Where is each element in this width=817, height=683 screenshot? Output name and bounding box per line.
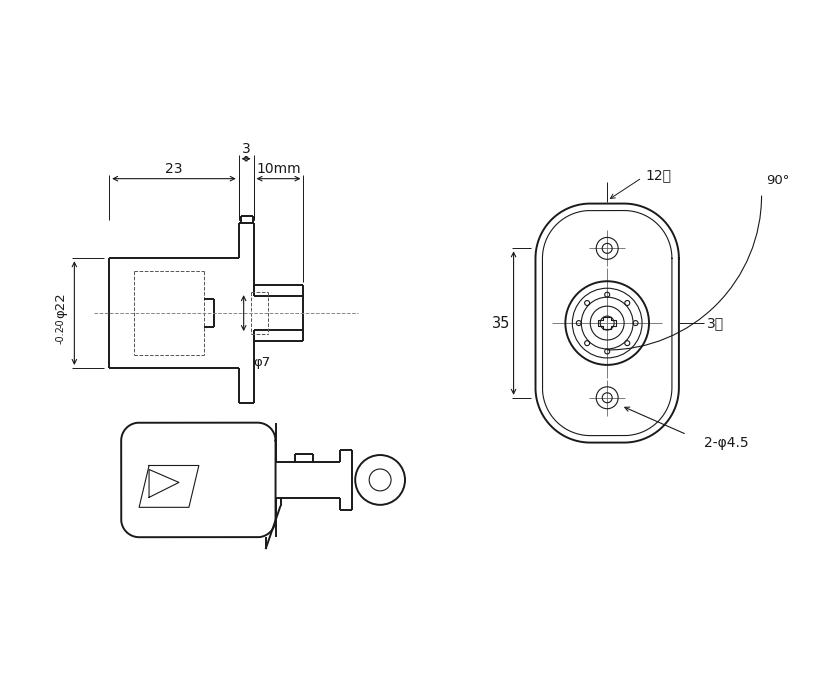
Text: 10mm: 10mm bbox=[257, 162, 301, 176]
Text: -0: -0 bbox=[56, 318, 65, 328]
Text: 23: 23 bbox=[165, 162, 183, 176]
Text: 12点: 12点 bbox=[645, 169, 671, 182]
Text: φ7: φ7 bbox=[253, 357, 270, 370]
Text: 2-φ4.5: 2-φ4.5 bbox=[703, 436, 748, 449]
Text: 35: 35 bbox=[493, 316, 511, 331]
Text: φ22: φ22 bbox=[54, 292, 67, 318]
Text: 90°: 90° bbox=[766, 174, 790, 187]
Text: -0.2: -0.2 bbox=[56, 326, 65, 344]
Text: 3点: 3点 bbox=[707, 316, 724, 330]
Text: 3: 3 bbox=[242, 142, 251, 156]
